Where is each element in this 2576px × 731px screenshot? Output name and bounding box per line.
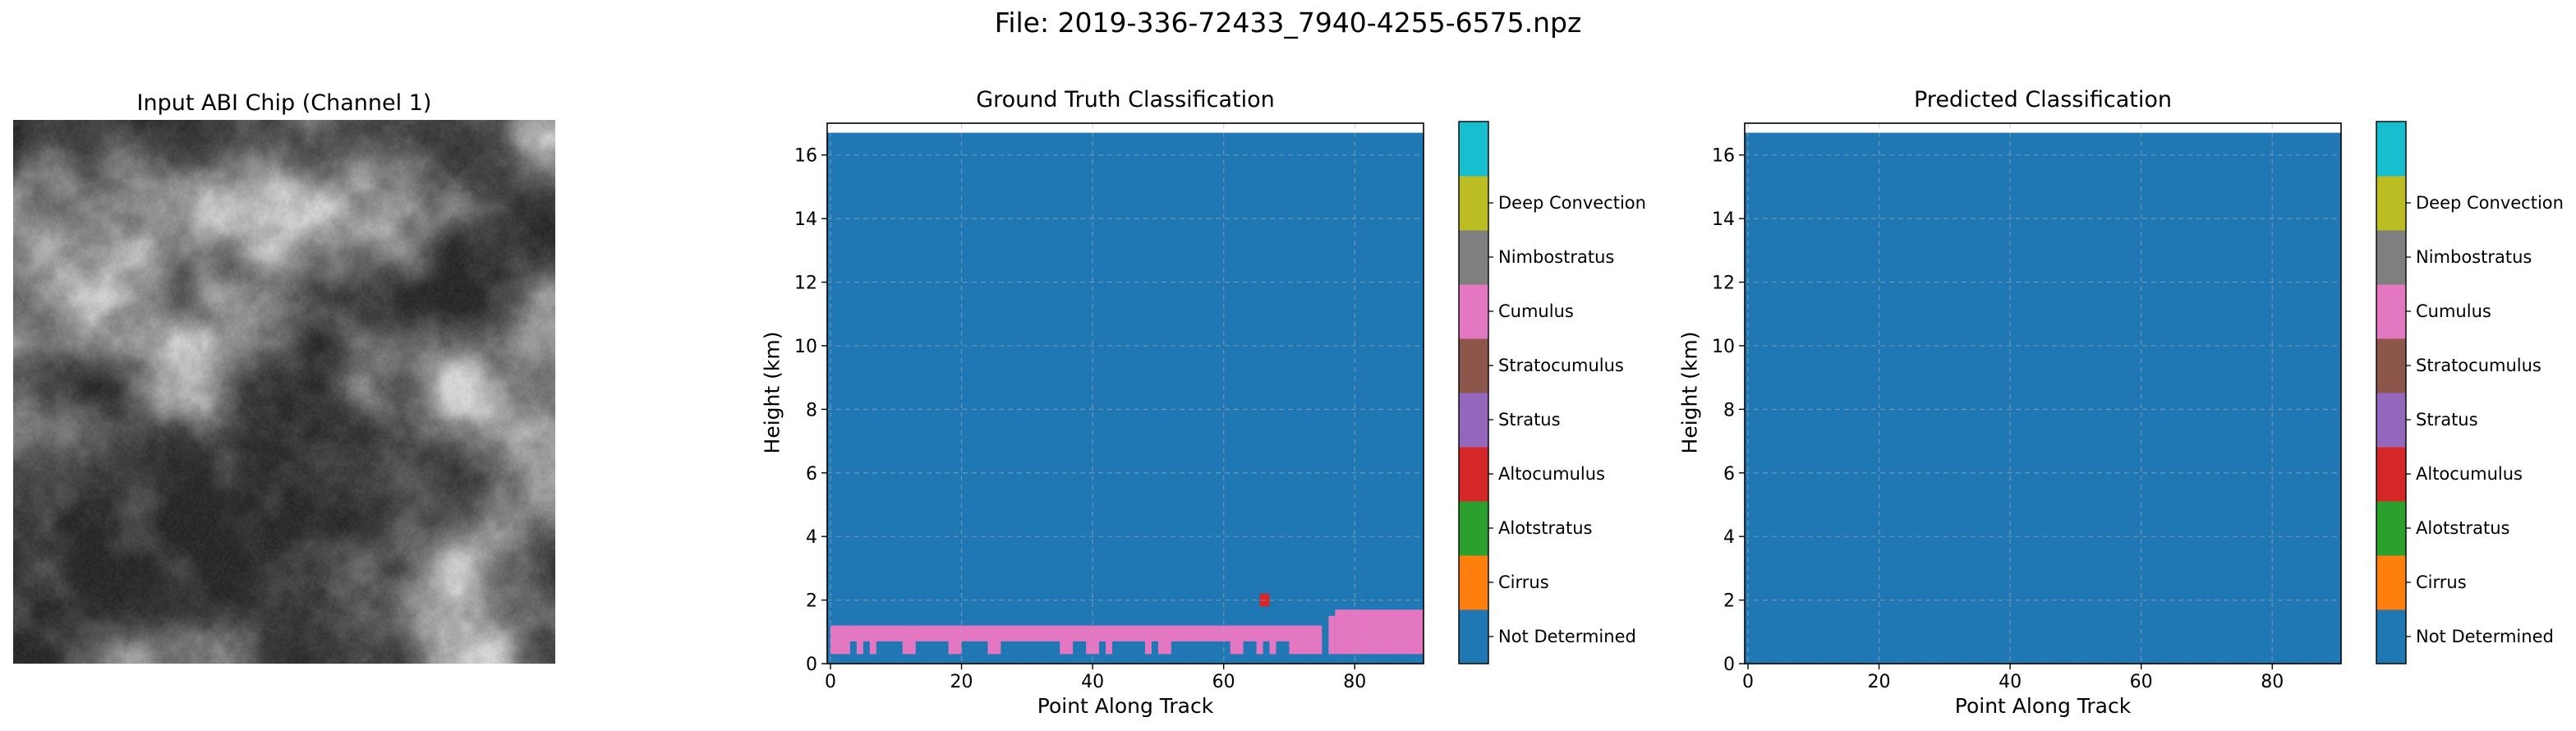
x-tick-label: 80 [1343,672,1366,692]
colorbar-swatch [1459,122,1488,177]
background-class-field [827,132,1424,664]
y-tick-label: 12 [1712,274,1735,294]
layer-gap [915,641,949,655]
colorbar-swatch [2376,338,2406,393]
layer-gap [1263,641,1270,655]
colorbar-label: Cumulus [1498,301,1574,321]
figure-suptitle: File: 2019-336-72433_7940-4255-6575.npz [994,7,1582,39]
layer-gap [961,641,988,655]
colorbar-swatch [1459,230,1488,285]
x-tick-label: 40 [1081,672,1104,692]
ground-truth-plot: 0 20 40 60 80 0 2 4 6 8 10 12 14 16 [794,122,1424,692]
y-tick-label: 14 [1712,209,1735,230]
abi-chip-image [13,120,555,664]
colorbar-label: Deep Convection [1498,193,1646,213]
x-tick-label: 60 [1212,672,1235,692]
y-tick-label: 16 [1712,146,1735,167]
colorbar-label: Stratocumulus [1498,356,1624,375]
ground-truth-xlabel: Point Along Track [1037,694,1214,718]
layer-gap [1073,641,1087,655]
cloud-layer-stratocumulus [1328,615,1336,655]
colorbar-label: Alotstratus [2416,518,2509,538]
colorbar-swatch [1459,284,1488,339]
colorbar-label: Not Determined [1498,627,1636,646]
colorbar-swatch [2376,284,2406,339]
colorbar-swatch [2376,447,2406,502]
y-tick-label: 4 [1723,527,1735,548]
layer-gap [1099,641,1106,655]
x-tick-label: 0 [825,672,836,692]
layer-gap [1151,641,1158,655]
colorbar-label: Stratus [1498,410,1561,430]
colorbar-label: Stratus [2416,410,2478,430]
colorbar-swatch [2376,393,2406,448]
y-tick-label: 0 [806,655,817,675]
colorbar-label: Alotstratus [1498,518,1592,538]
colorbar-label: Altocumulus [1498,464,1605,484]
predicted-xlabel: Point Along Track [1954,694,2132,718]
colorbar-swatch [2376,609,2406,664]
colorbar-frame [2376,121,2407,664]
colorbar-swatch [1459,338,1488,393]
background-class-field [1745,132,2341,664]
colorbar-swatch [1459,393,1488,448]
axes-frame [1744,122,2342,664]
colorbar-swatch [2376,230,2406,285]
colorbar-frame [1458,121,1489,664]
layer-gap [876,641,903,655]
y-tick-label: 8 [1723,400,1735,421]
y-tick-label: 12 [794,274,817,294]
y-tick-label: 2 [1723,591,1735,612]
colorbar-label: Not Determined [2416,627,2554,646]
y-tick-label: 10 [794,337,817,357]
colorbar-swatch [2376,122,2406,177]
layer-gap [862,641,870,655]
y-tick-label: 2 [806,591,817,612]
x-tick-label: 80 [2261,672,2284,692]
colorbar-swatch [1459,176,1488,231]
colorbar-swatch [2376,176,2406,231]
colorbar-swatch [2376,555,2406,610]
y-tick-label: 14 [794,209,817,230]
ground-truth-title: Ground Truth Classification [976,87,1275,113]
colorbar-swatch [1459,447,1488,502]
colorbar-label: Cirrus [1498,572,1549,592]
predicted-title: Predicted Classification [1914,87,2172,113]
x-tick-label: 20 [1868,672,1891,692]
y-tick-label: 6 [806,464,817,485]
y-tick-label: 8 [806,400,817,421]
colorbar-swatch [2376,501,2406,556]
layer-gap [1276,641,1290,655]
y-tick-label: 6 [1723,464,1735,485]
colorbar-label: Cirrus [2416,572,2467,592]
colorbar-label: Deep Convection [2416,193,2564,213]
colorbar-swatch [1459,609,1488,664]
y-tick-label: 0 [1723,655,1735,675]
layer-gap [849,641,857,655]
cloud-layer-stratocumulus [1335,609,1424,655]
axes-frame [826,122,1424,664]
x-tick-label: 20 [950,672,973,692]
x-tick-label: 60 [2130,672,2153,692]
colorbar-label: Nimbostratus [2416,247,2532,267]
colorbar-label: Nimbostratus [1498,247,1614,267]
layer-gap [1171,641,1230,655]
y-tick-label: 10 [1712,337,1735,357]
colorbar-swatch [1459,501,1488,556]
colorbar-label: Cumulus [2416,301,2491,321]
x-tick-label: 40 [1999,672,2022,692]
x-tick-label: 0 [1742,672,1754,692]
colorbar-swatch [1459,555,1488,610]
y-tick-label: 16 [794,146,817,167]
y-tick-label: 4 [806,527,817,548]
colorbar-label: Stratocumulus [2416,356,2542,375]
colorbar-label: Altocumulus [2416,464,2523,484]
chip-panel-title: Input ABI Chip (Channel 1) [136,90,432,116]
layer-gap [1243,641,1257,655]
layer-gap [1000,641,1060,655]
layer-gap [1112,641,1145,655]
